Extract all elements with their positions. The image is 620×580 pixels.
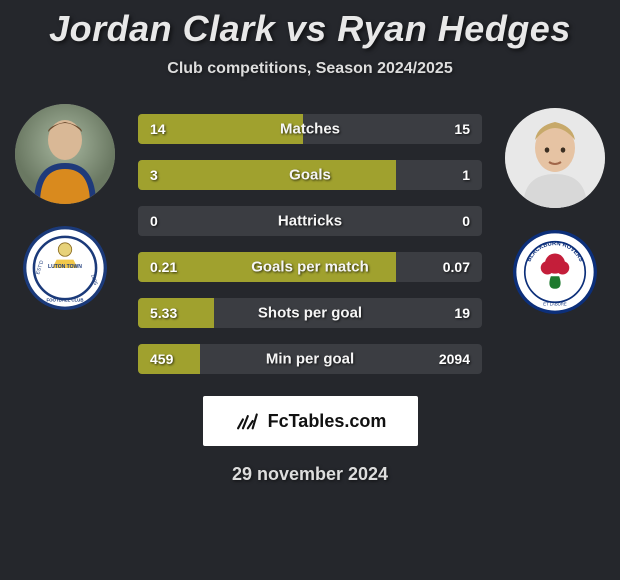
brand-text: FcTables.com bbox=[268, 411, 387, 432]
stat-row: 459 Min per goal 2094 bbox=[138, 344, 482, 374]
stat-label: Matches bbox=[280, 121, 340, 138]
stat-value-left: 14 bbox=[150, 121, 166, 137]
stat-row: 0 Hattricks 0 bbox=[138, 206, 482, 236]
comparison-table: LUTON TOWN FOOTBALL CLUB EST'D 1885 14 Ma… bbox=[0, 108, 620, 374]
club-left-badge: LUTON TOWN FOOTBALL CLUB EST'D 1885 bbox=[23, 226, 107, 310]
stat-value-right: 0 bbox=[462, 213, 470, 229]
brand-badge[interactable]: FcTables.com bbox=[203, 396, 418, 446]
player-left-avatar bbox=[15, 104, 115, 204]
subtitle: Club competitions, Season 2024/2025 bbox=[0, 60, 620, 78]
stat-value-left: 3 bbox=[150, 167, 158, 183]
comparison-widget: Jordan Clark vs Ryan Hedges Club competi… bbox=[0, 0, 620, 485]
stat-value-left: 0.21 bbox=[150, 259, 177, 275]
stat-value-left: 5.33 bbox=[150, 305, 177, 321]
stat-row: 5.33 Shots per goal 19 bbox=[138, 298, 482, 328]
stat-value-right: 15 bbox=[454, 121, 470, 137]
club-right-badge: BLACKBURN ROVERS ET LABORE bbox=[513, 230, 597, 314]
svg-text:FOOTBALL CLUB: FOOTBALL CLUB bbox=[47, 298, 84, 303]
stat-label: Goals bbox=[289, 167, 331, 184]
bar-left bbox=[138, 160, 396, 190]
svg-text:ET LABORE: ET LABORE bbox=[543, 302, 567, 307]
svg-text:LUTON TOWN: LUTON TOWN bbox=[48, 264, 82, 270]
stat-value-right: 1 bbox=[462, 167, 470, 183]
stat-label: Shots per goal bbox=[258, 305, 362, 322]
stat-row: 3 Goals 1 bbox=[138, 160, 482, 190]
fctables-logo-icon bbox=[234, 408, 260, 434]
player-right-column: BLACKBURN ROVERS ET LABORE bbox=[496, 108, 614, 314]
stat-label: Hattricks bbox=[278, 213, 342, 230]
stat-value-right: 19 bbox=[454, 305, 470, 321]
date-text: 29 november 2024 bbox=[0, 464, 620, 485]
player-left-column: LUTON TOWN FOOTBALL CLUB EST'D 1885 bbox=[6, 108, 124, 310]
stat-row: 0.21 Goals per match 0.07 bbox=[138, 252, 482, 282]
stat-label: Min per goal bbox=[266, 351, 354, 368]
player-right-avatar bbox=[505, 108, 605, 208]
stat-value-right: 0.07 bbox=[443, 259, 470, 275]
stats-bars: 14 Matches 15 3 Goals 1 0 Hattricks 0 0.21 Goals p… bbox=[124, 114, 496, 374]
stat-value-right: 2094 bbox=[439, 351, 470, 367]
stat-value-left: 0 bbox=[150, 213, 158, 229]
stat-value-left: 459 bbox=[150, 351, 173, 367]
stat-label: Goals per match bbox=[251, 259, 369, 276]
page-title: Jordan Clark vs Ryan Hedges bbox=[0, 8, 620, 50]
stat-row: 14 Matches 15 bbox=[138, 114, 482, 144]
